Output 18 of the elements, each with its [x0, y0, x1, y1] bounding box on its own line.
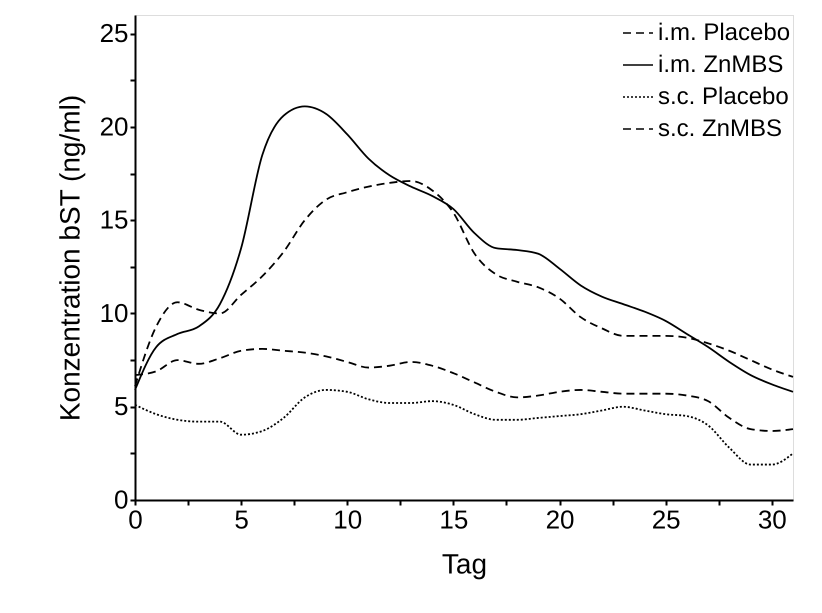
x-tick-label: 5	[234, 504, 249, 534]
x-tick-label: 25	[652, 504, 681, 534]
legend-label: i.m. ZnMBS	[658, 51, 784, 78]
x-tick-label: 30	[758, 504, 787, 534]
y-tick-label: 20	[100, 111, 128, 142]
x-tick-label: 15	[439, 504, 468, 534]
y-tick-label: 5	[114, 391, 128, 422]
y-tick-label: 0	[114, 484, 128, 514]
x-tick-label: 20	[546, 504, 574, 534]
y-tick-label: 25	[100, 18, 128, 48]
legend-label: i.m. Placebo	[658, 19, 790, 46]
legend-label: s.c. Placebo	[658, 83, 789, 110]
x-axis-title: Tag	[442, 548, 488, 580]
y-tick-label: 10	[100, 298, 128, 328]
y-tick-label: 15	[100, 204, 128, 235]
y-axis-title: Konzentration bST (ng/ml)	[54, 94, 86, 422]
legend-label: s.c. ZnMBS	[658, 115, 782, 142]
x-tick-label: 10	[333, 504, 362, 534]
